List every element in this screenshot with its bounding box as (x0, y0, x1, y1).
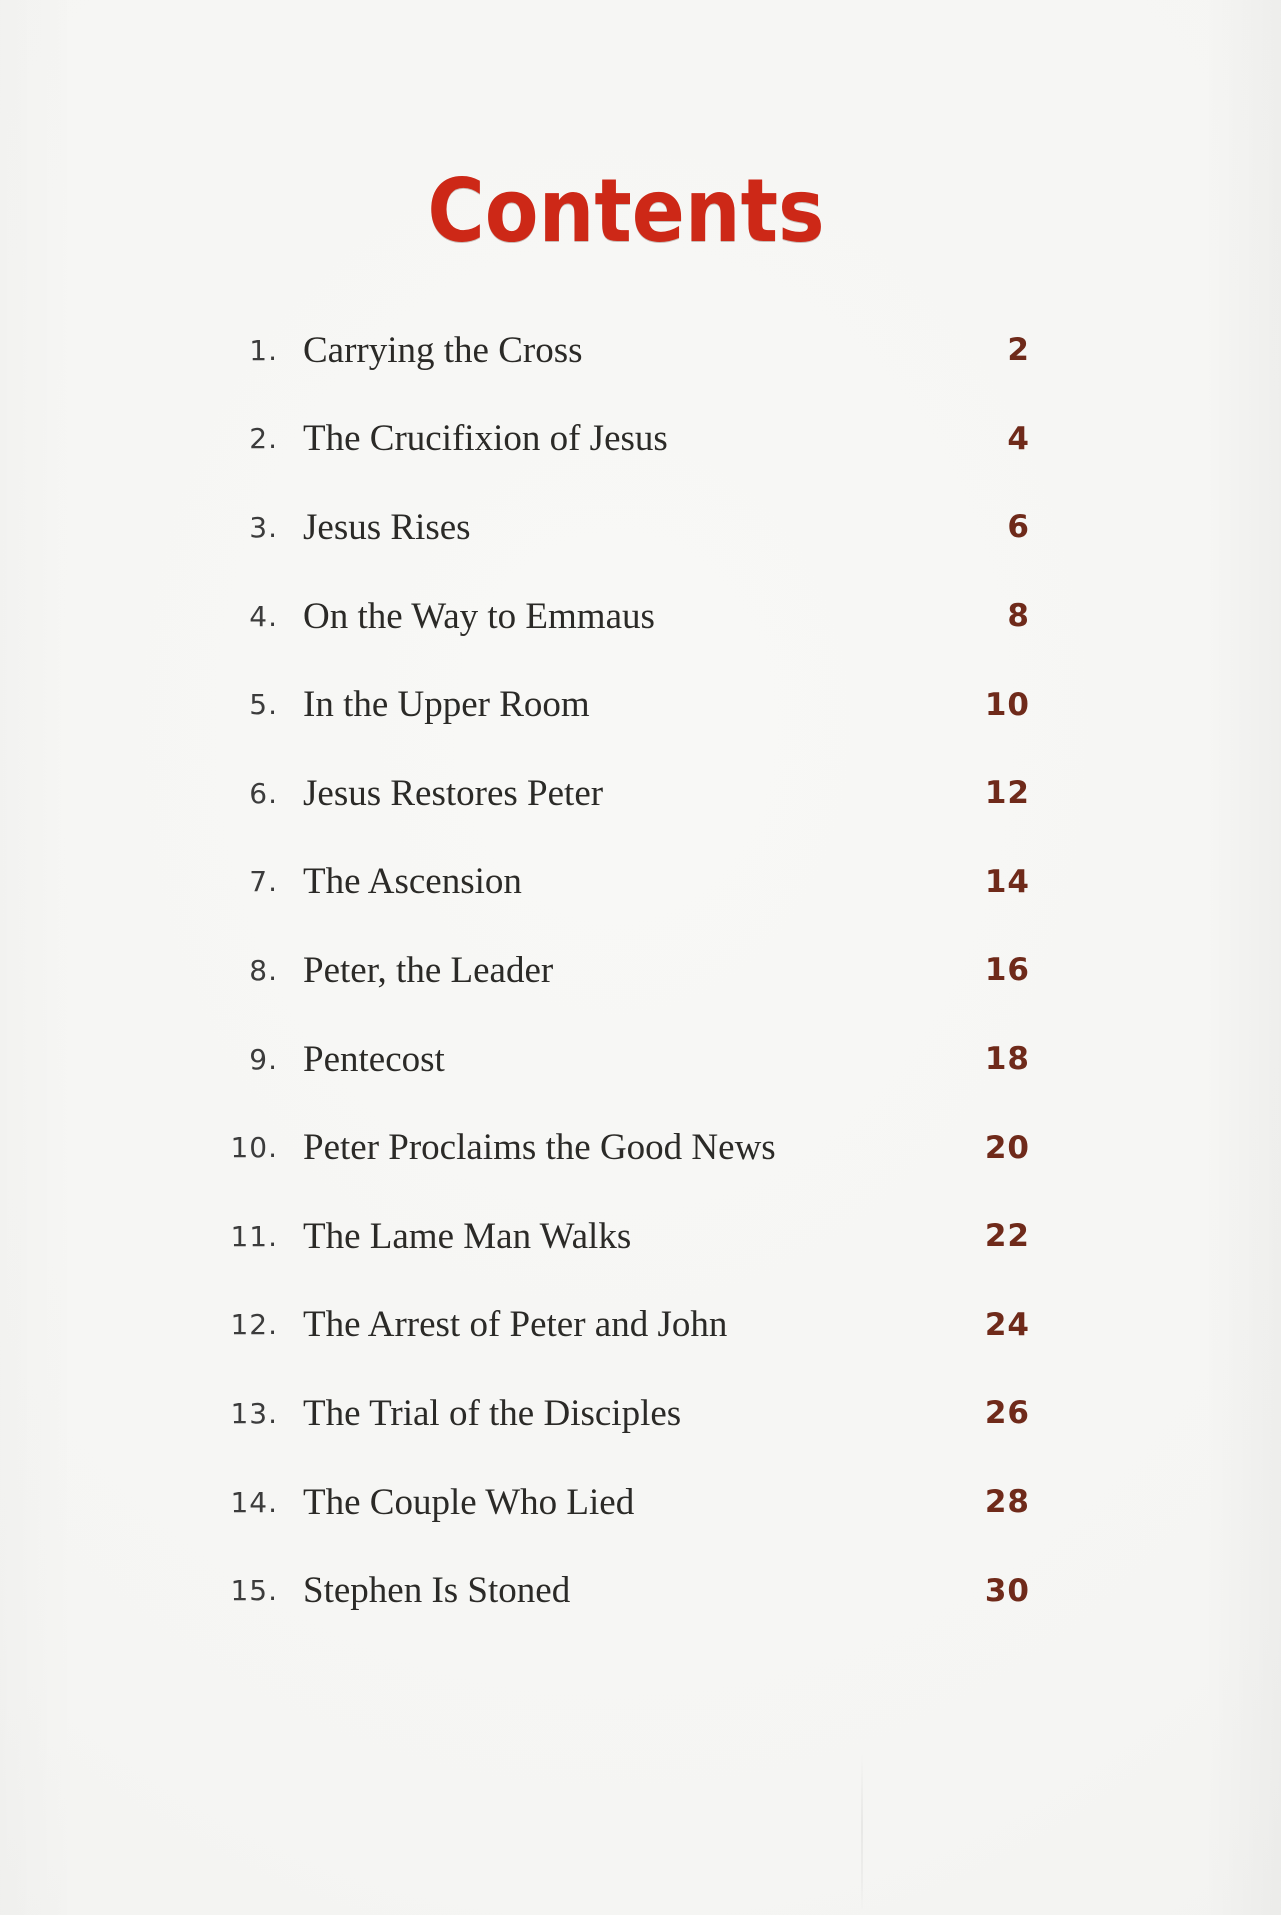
entry-number: 4. (249, 599, 278, 633)
entry-number: 10. (230, 1131, 278, 1165)
entry-number: 12. (230, 1308, 278, 1342)
entry-number: 1. (249, 333, 278, 367)
entry-page-number: 10 (984, 686, 1030, 723)
entry-title: On the Way to Emmaus (303, 595, 655, 637)
entry-page-number: 26 (984, 1395, 1030, 1432)
entry-page-number: 14 (984, 863, 1030, 900)
toc-entry: 5. In the Upper Room 10 (0, 660, 1030, 749)
entry-page-number: 22 (984, 1218, 1030, 1255)
entry-title: The Trial of the Disciples (303, 1392, 682, 1434)
entry-page-number: 4 (1007, 420, 1030, 457)
toc-entry: 6. Jesus Restores Peter 12 (0, 749, 1030, 838)
entry-title: The Lame Man Walks (303, 1215, 632, 1257)
entry-page-number: 18 (984, 1041, 1030, 1078)
entry-title: The Crucifixion of Jesus (303, 418, 668, 460)
entry-number: 5. (249, 688, 278, 722)
entry-number: 6. (249, 776, 278, 810)
entry-title: Jesus Restores Peter (303, 772, 604, 814)
entry-title: Peter Proclaims the Good News (303, 1127, 776, 1169)
entry-title: Pentecost (303, 1038, 445, 1080)
toc-entry: 13. The Trial of the Disciples 26 (0, 1369, 1030, 1458)
toc-entry: 2. The Crucifixion of Jesus 4 (0, 395, 1030, 484)
entry-title: Carrying the Cross (303, 329, 583, 371)
entry-page-number: 2 (1007, 332, 1030, 369)
page-crease (861, 1752, 863, 1915)
entry-title: Peter, the Leader (303, 949, 554, 991)
entry-title: The Ascension (303, 861, 522, 903)
entry-page-number: 8 (1007, 598, 1030, 635)
toc-entry: 10. Peter Proclaims the Good News 20 (0, 1103, 1030, 1192)
entry-title: The Couple Who Lied (303, 1481, 635, 1523)
entry-number: 11. (230, 1219, 278, 1253)
toc-entry: 8. Peter, the Leader 16 (0, 926, 1030, 1015)
entry-number: 15. (230, 1574, 278, 1608)
entry-number: 3. (249, 510, 278, 544)
table-of-contents: 1. Carrying the Cross 2 2. The Crucifixi… (0, 306, 1030, 1635)
entry-page-number: 12 (984, 775, 1030, 812)
toc-entry: 4. On the Way to Emmaus 8 (0, 572, 1030, 661)
toc-entry: 14. The Couple Who Lied 28 (0, 1458, 1030, 1547)
entry-number: 7. (249, 865, 278, 899)
entry-number: 2. (249, 422, 278, 456)
entry-title: In the Upper Room (303, 684, 590, 726)
toc-entry: 11. The Lame Man Walks 22 (0, 1192, 1030, 1281)
entry-page-number: 6 (1007, 509, 1030, 546)
toc-entry: 12. The Arrest of Peter and John 24 (0, 1281, 1030, 1370)
entry-title: The Arrest of Peter and John (303, 1304, 728, 1346)
toc-entry: 3. Jesus Rises 6 (0, 483, 1030, 572)
entry-page-number: 28 (984, 1484, 1030, 1521)
entry-page-number: 24 (984, 1306, 1030, 1343)
entry-number: 13. (230, 1396, 278, 1430)
entry-number: 9. (249, 1042, 278, 1076)
toc-entry: 9. Pentecost 18 (0, 1015, 1030, 1104)
entry-page-number: 16 (984, 952, 1030, 989)
toc-entry: 15. Stephen Is Stoned 30 (0, 1546, 1030, 1635)
toc-entry: 7. The Ascension 14 (0, 838, 1030, 927)
entry-title: Jesus Rises (303, 506, 471, 548)
entry-page-number: 20 (984, 1129, 1030, 1166)
entry-number: 8. (249, 953, 278, 987)
entry-number: 14. (230, 1485, 278, 1519)
page-title: Contents (427, 160, 825, 262)
entry-title: Stephen Is Stoned (303, 1570, 571, 1612)
entry-page-number: 30 (984, 1572, 1030, 1609)
toc-entry: 1. Carrying the Cross 2 (0, 306, 1030, 395)
